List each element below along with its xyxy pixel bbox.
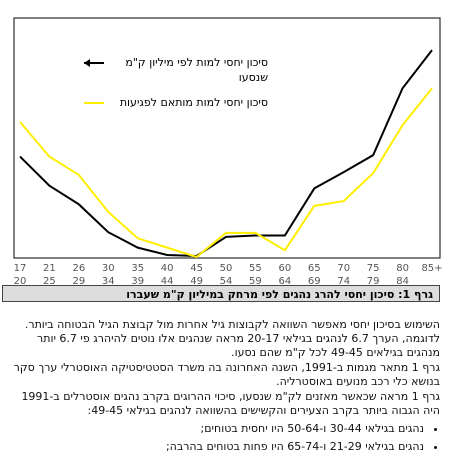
x-tick-label: 17: [14, 263, 27, 274]
x-tick-label: 59: [249, 276, 262, 285]
x-tick-label: 49: [190, 276, 203, 285]
bullet-list: נהגים בגילאי 30-44 ו-50-64 היו יחסית בטו…: [4, 422, 440, 454]
x-tick-label: 80: [396, 263, 409, 274]
legend: סיכון יחסי למות לפי מיליון ק"מ שנסעו סיכו…: [106, 55, 268, 120]
x-tick-label: 79: [367, 276, 380, 285]
plot-frame: [13, 17, 441, 259]
body-text: השימוש בסיכון יחסי מאפשר השוואה לקבוצות …: [4, 318, 440, 458]
x-tick-label: 54: [220, 276, 233, 285]
paragraph: השימוש בסיכון יחסי מאפשר השוואה לקבוצות …: [24, 318, 440, 359]
x-tick-label: 40: [161, 263, 174, 274]
x-tick-label: 45: [190, 263, 203, 274]
x-tick-label: 25: [43, 276, 56, 285]
x-tick-label: 60: [278, 263, 291, 274]
x-tick-label: 69: [308, 276, 321, 285]
chart: 17 20 21 25 26 29 30 34 35 39 40 44 45 49 50 54 55 59 60 64…: [13, 17, 443, 285]
x-tick-label: 70: [337, 263, 350, 274]
x-tick-label: 74: [337, 276, 350, 285]
x-tick-label: 75: [367, 263, 380, 274]
chart-caption: גרף 1: סיכון יחסי להרג נהגים לפי מרחק במ…: [2, 285, 440, 302]
paragraph: גרף 1 מתאר מגמות ב-1991, השנה האחרונה בה…: [13, 361, 440, 388]
bullet: נהגים בגילאי 30-44 ו-50-64 היו יחסית בטו…: [4, 422, 424, 436]
data-line: [19, 87, 433, 259]
legend-arrow: [84, 59, 90, 67]
x-tick-label: 26: [72, 263, 85, 274]
x-tick-label: 35: [131, 263, 144, 274]
paragraph: גרף 1 מראה שכאשר מאזנים לק"מ שנסעו, סיכו…: [21, 390, 440, 417]
x-tick-label: 21: [43, 263, 56, 274]
x-tick-label: 44: [161, 276, 174, 285]
x-tick-label: 50: [220, 263, 233, 274]
legend-entry: סיכון יחסי למות לפי מיליון ק"מ שנסעו: [125, 56, 268, 84]
x-tick-label: 30: [102, 263, 115, 274]
x-tick-label: 29: [72, 276, 85, 285]
x-tick-label: 34: [102, 276, 115, 285]
x-tick-label: 84: [396, 276, 409, 285]
x-tick-label: 20: [14, 276, 27, 285]
x-tick-label: 85+: [421, 263, 442, 274]
x-tick-label: 64: [278, 276, 291, 285]
bullet: נהגים בגילאי 21-29 ו-65-74 היו פחות בטוח…: [4, 440, 424, 454]
x-tick-label: 55: [249, 263, 262, 274]
data-line: [19, 49, 433, 257]
legend-entry: סיכון יחסי למות מותאם לפגיעות: [119, 96, 268, 109]
x-tick-label: 65: [308, 263, 321, 274]
x-tick-label: 39: [131, 276, 144, 285]
